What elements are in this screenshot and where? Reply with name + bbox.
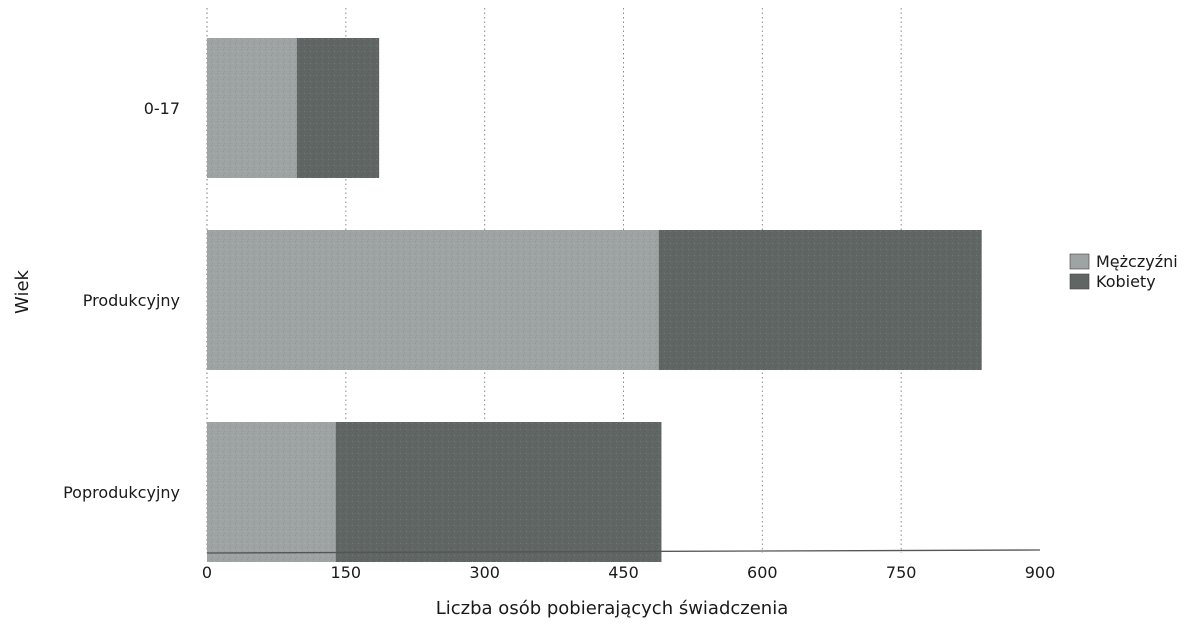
x-axis-title: Liczba osób pobierających świadczenia: [436, 598, 789, 619]
x-axis: 0 150 300 450 600 750 900: [202, 549, 1056, 582]
x-tick-label: 0: [202, 563, 212, 582]
category-labels: 0-17 Produkcyjny Poprodukcyjny: [63, 99, 180, 502]
y-category-label: Produkcyjny: [83, 291, 180, 310]
legend-swatch: [1069, 273, 1090, 290]
x-tick-label: 600: [747, 563, 778, 582]
x-axis-line: [206, 549, 1041, 554]
bar-texture: [207, 230, 659, 370]
x-tick-label: 900: [1025, 563, 1056, 582]
bar-texture: [296, 38, 380, 178]
bar-texture: [658, 230, 982, 370]
bar-texture: [207, 38, 297, 178]
x-tick-label: 750: [886, 563, 917, 582]
x-tick-label: 150: [331, 563, 362, 582]
bars: [207, 38, 982, 562]
bar-texture: [207, 422, 336, 562]
y-category-label: Poprodukcyjny: [63, 483, 180, 502]
y-category-label: 0-17: [144, 99, 180, 118]
legend-label: Mężczyźni: [1096, 252, 1178, 271]
x-tick-label: 450: [608, 563, 639, 582]
y-axis-title: Wiek: [12, 269, 33, 313]
x-tick-label: 300: [469, 563, 500, 582]
legend-label: Kobiety: [1096, 272, 1156, 291]
bar-texture: [335, 422, 662, 562]
legend-swatch: [1069, 253, 1090, 270]
